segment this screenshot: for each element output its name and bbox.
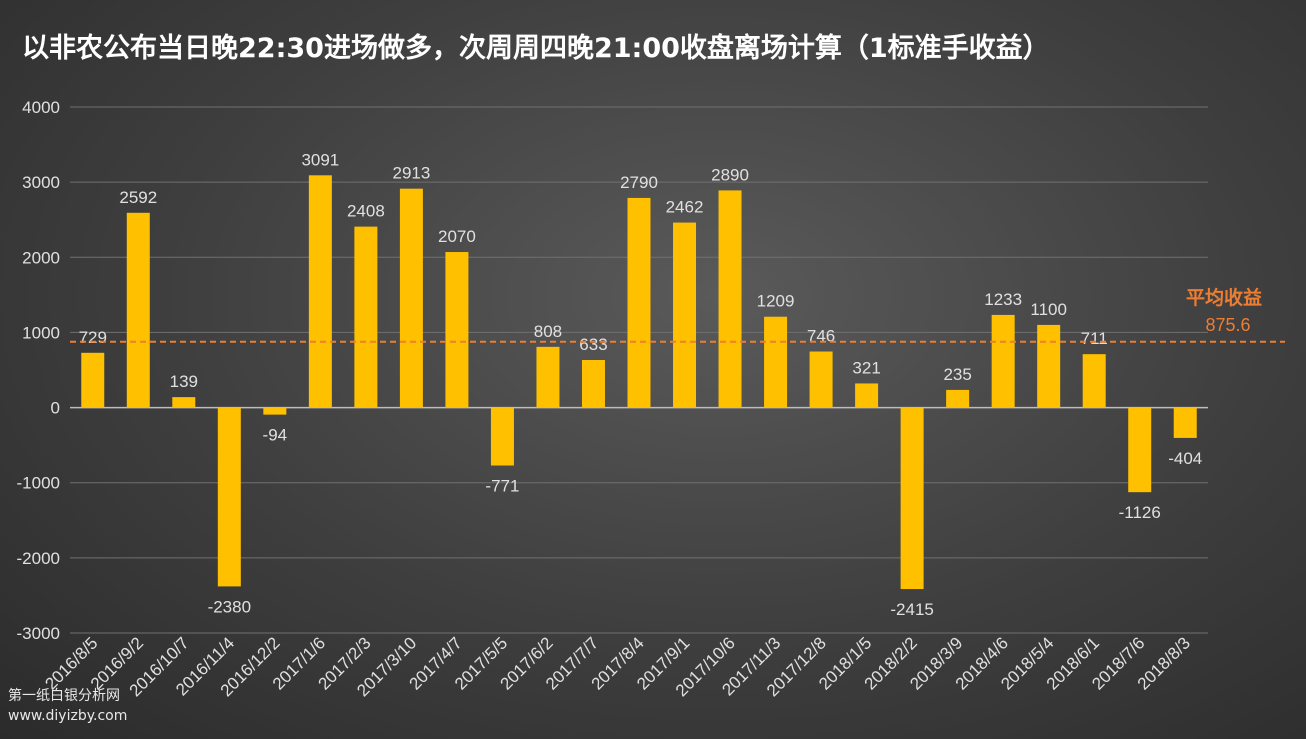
bar: [490, 407, 514, 466]
bar: [764, 316, 788, 408]
y-tick-label: 0: [51, 399, 60, 418]
bar: [991, 314, 1015, 408]
data-label: 729: [79, 328, 107, 347]
data-label: 1100: [1030, 300, 1067, 319]
bar: [536, 346, 560, 408]
data-label: -2380: [208, 597, 251, 616]
data-label: 2408: [347, 202, 385, 221]
bar: [217, 407, 241, 587]
y-tick-label: -1000: [17, 474, 60, 493]
data-label: 2462: [666, 198, 704, 217]
y-tick-label: 4000: [22, 98, 60, 117]
bar: [718, 190, 742, 408]
data-label: -2415: [890, 600, 933, 619]
data-label: 711: [1081, 329, 1108, 348]
data-label: 235: [943, 365, 971, 384]
data-label: 3091: [301, 150, 339, 169]
average-label: 平均收益: [1186, 286, 1262, 309]
data-label: -771: [485, 477, 519, 496]
data-label: 139: [170, 372, 198, 391]
footer-site-name: 第一纸白银分析网: [8, 688, 120, 704]
data-label: 2890: [711, 165, 749, 184]
average-value: 875.6: [1205, 315, 1250, 335]
data-label: 2790: [620, 173, 658, 192]
data-label: 321: [852, 358, 880, 377]
data-label: 1233: [984, 290, 1022, 309]
bar: [855, 383, 879, 408]
bar: [1173, 407, 1197, 438]
data-label: 2592: [119, 188, 157, 207]
footer-site-url: www.diyizby.com: [8, 708, 128, 724]
bar: [809, 351, 833, 408]
data-label: 2913: [392, 164, 430, 183]
bar: [445, 252, 469, 408]
bar: [581, 360, 605, 408]
bar: [399, 188, 423, 408]
bar: [1128, 407, 1152, 493]
bar: [126, 212, 150, 408]
bar: [172, 397, 196, 408]
bar: [627, 197, 651, 408]
bar: [354, 226, 378, 408]
data-label: -94: [263, 426, 288, 445]
bar: [1082, 354, 1106, 408]
bar: [308, 175, 332, 408]
y-tick-label: -2000: [17, 549, 60, 568]
data-label: 808: [534, 322, 562, 341]
data-label: -1126: [1119, 503, 1161, 522]
watermark-footer: 第一纸白银分析网 www.diyizby.com: [8, 686, 127, 726]
bar: [263, 407, 287, 415]
bar: [900, 407, 924, 590]
data-label: 633: [579, 335, 607, 354]
y-tick-label: 3000: [22, 173, 60, 192]
bar: [81, 352, 105, 408]
data-label: -404: [1168, 449, 1202, 468]
bar: [946, 389, 970, 408]
bar: [673, 222, 697, 408]
y-tick-label: 2000: [22, 248, 60, 267]
y-tick-label: -3000: [17, 624, 60, 643]
bar: [1037, 324, 1061, 408]
data-label: 1209: [757, 292, 795, 311]
y-tick-label: 1000: [22, 323, 60, 342]
data-label: 746: [807, 327, 835, 346]
chart-title: 以非农公布当日晚22:30进场做多，次周周四晚21:00收盘离场计算（1标准手收…: [22, 33, 1050, 64]
data-label: 2070: [438, 227, 476, 246]
